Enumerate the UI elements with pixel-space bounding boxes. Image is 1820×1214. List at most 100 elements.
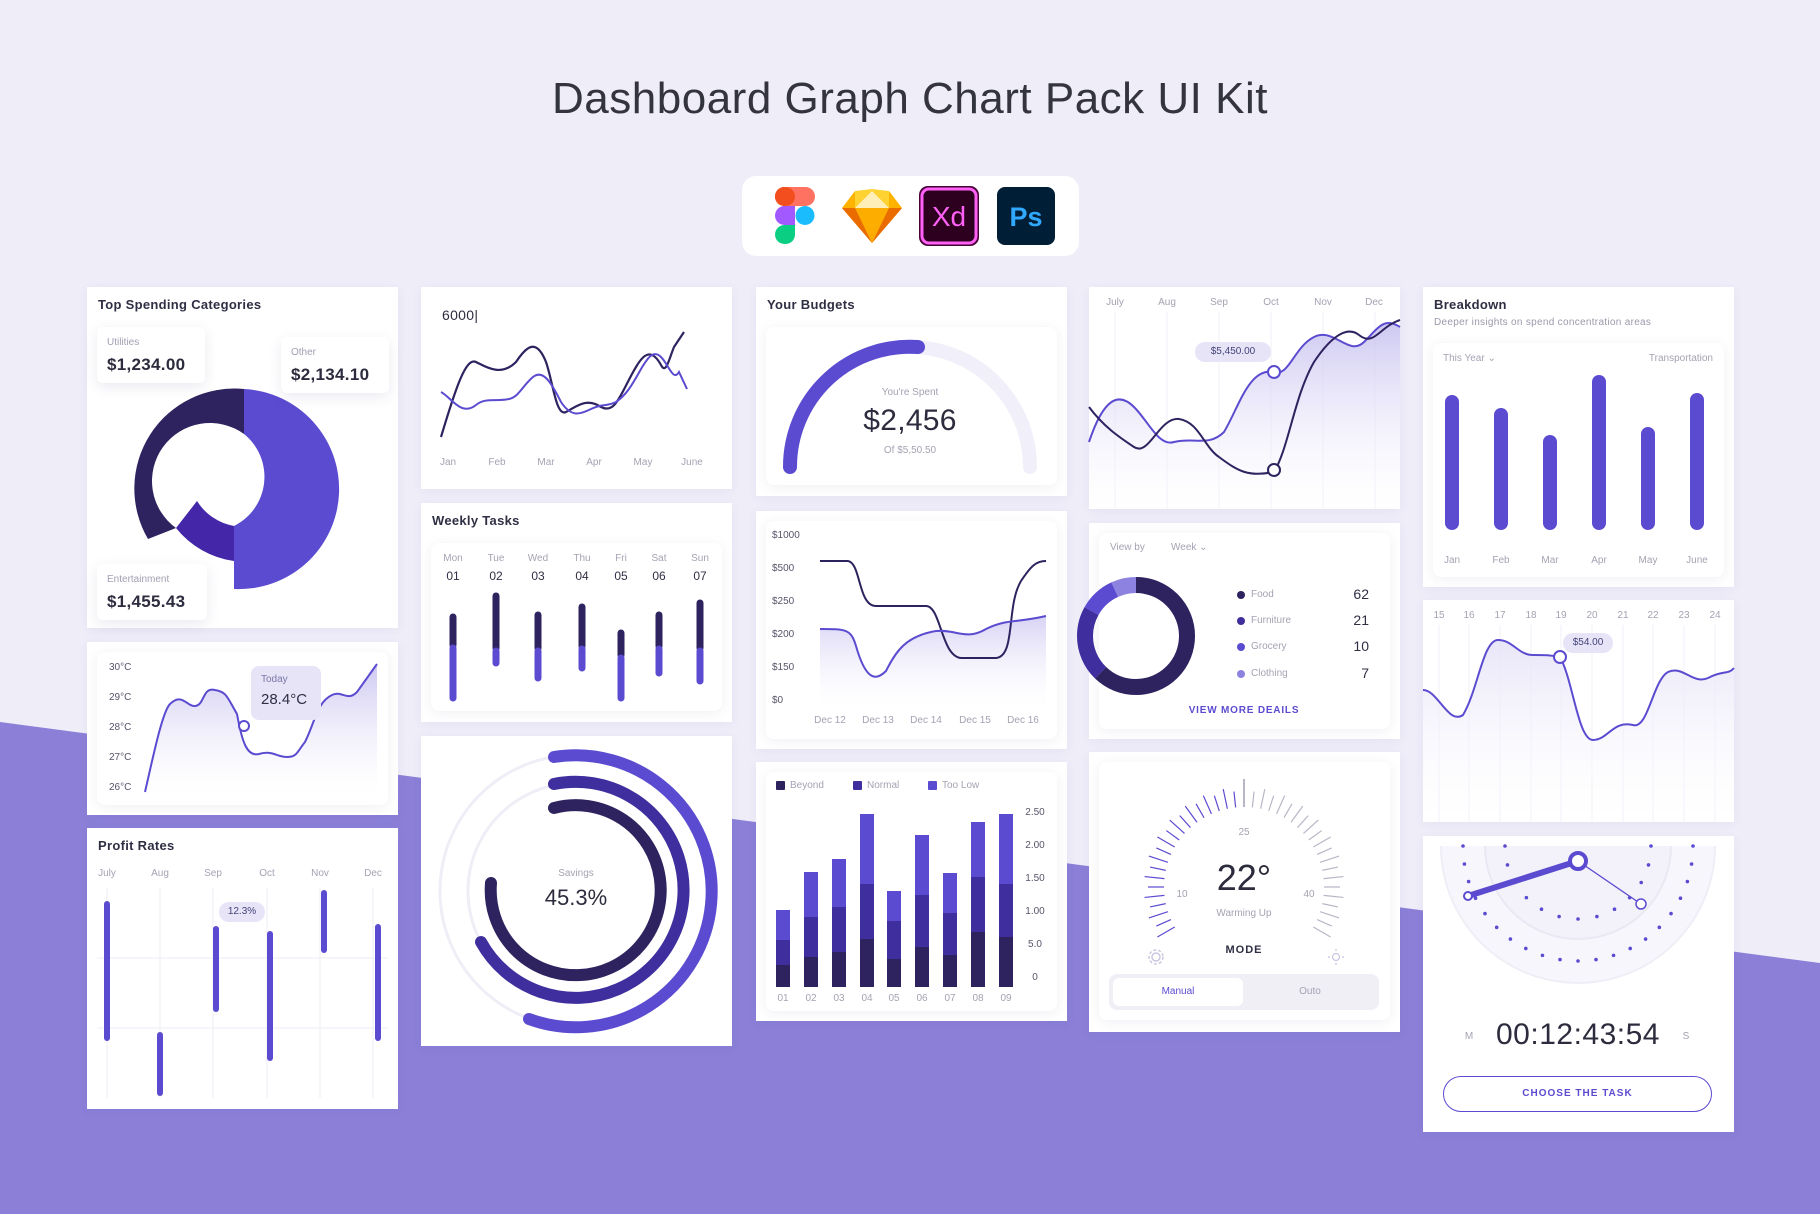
utilities-value: $1,234.00 bbox=[107, 355, 186, 374]
other-value: $2,134.10 bbox=[291, 365, 370, 384]
donut-slice-dark bbox=[134, 388, 244, 539]
spending-donut bbox=[134, 388, 340, 590]
thermostat-tick bbox=[1319, 855, 1340, 863]
legend-dot-clothing bbox=[1237, 670, 1245, 678]
thermostat-tick bbox=[1149, 866, 1166, 871]
stacked-ytick: 2.00 bbox=[1025, 840, 1045, 851]
thermostat-tick bbox=[1157, 926, 1176, 938]
timer-dot bbox=[1505, 863, 1510, 867]
weekday-date: 07 bbox=[693, 569, 707, 583]
utilities-bubble: Utilities $1,234.00 bbox=[97, 327, 205, 383]
breakdown-bar bbox=[1641, 427, 1655, 530]
thermostat-tick bbox=[1323, 894, 1344, 899]
timer-hand-thin bbox=[1577, 860, 1642, 905]
view-more-link[interactable]: VIEW MORE DEAILS bbox=[1188, 705, 1300, 716]
thermostat-tick bbox=[1157, 836, 1176, 848]
stacked-ytick: 0 bbox=[1032, 972, 1038, 983]
timer-dot bbox=[1523, 946, 1528, 951]
choose-task-button[interactable]: CHOOSE THE TASK bbox=[1443, 1076, 1712, 1112]
weekly-title: Weekly Tasks bbox=[432, 513, 520, 528]
legend-label: Food bbox=[1251, 589, 1274, 600]
viewby-donut bbox=[1077, 577, 1245, 695]
timer-dot bbox=[1483, 911, 1487, 916]
timer-dot bbox=[1611, 953, 1616, 958]
breakdown-subtitle: Deeper insights on spend concentration a… bbox=[1434, 317, 1652, 328]
profit-tooltip: 12.3% bbox=[219, 902, 265, 922]
thermostat-value: 22° bbox=[1216, 857, 1272, 898]
sun-icon bbox=[1328, 949, 1344, 965]
mode-manual-button[interactable]: Manual bbox=[1113, 978, 1243, 1006]
weekly-bars bbox=[449, 592, 704, 702]
month-tick: Dec bbox=[364, 868, 382, 879]
breakdown-bar bbox=[1543, 435, 1557, 530]
today-value: 28.4°C bbox=[261, 691, 308, 708]
line-6000-series-1 bbox=[439, 331, 685, 438]
thermostat-tick bbox=[1316, 847, 1332, 856]
weekday-label: Sat bbox=[651, 553, 667, 564]
breakdown-filter[interactable]: This Year ⌄ bbox=[1443, 353, 1496, 364]
profit-range-bars bbox=[104, 890, 381, 1096]
thermostat-tick bbox=[1148, 911, 1169, 919]
money-ytick: $250 bbox=[772, 596, 795, 607]
month-tick: May bbox=[1638, 555, 1658, 566]
days-line-fill bbox=[1423, 640, 1734, 822]
timer-hand-tip bbox=[1463, 891, 1473, 901]
stacked-xtick: 06 bbox=[916, 993, 928, 1004]
area-top-marker-upper bbox=[1267, 365, 1281, 379]
line-6000-label: 6000| bbox=[442, 307, 479, 323]
spent-value: $2,456 bbox=[863, 404, 957, 437]
area-top-chart bbox=[1088, 312, 1401, 509]
other-bubble: Other $2,134.10 bbox=[281, 337, 389, 393]
stacked-xtick: 05 bbox=[888, 993, 900, 1004]
budgets-gauge bbox=[782, 339, 1037, 474]
temperature-ytick: 27°C bbox=[109, 752, 132, 763]
month-tick: Dec bbox=[1365, 297, 1383, 308]
days-line-tooltip: $54.00 bbox=[1563, 633, 1613, 653]
days-line-series bbox=[1422, 638, 1735, 742]
thermostat-tick bbox=[1251, 791, 1255, 808]
xd-icon: Xd bbox=[919, 186, 980, 246]
timer-dot bbox=[1685, 879, 1690, 884]
day-tick: 16 bbox=[1463, 610, 1475, 621]
breakdown-bars bbox=[1445, 375, 1704, 530]
thermostat-card: 25 10 40 22° Warming Up MODE Manual Outo bbox=[1089, 752, 1400, 1032]
month-tick: Apr bbox=[586, 457, 602, 468]
legend-label: Grocery bbox=[1251, 641, 1287, 652]
stacked-bar-group bbox=[776, 814, 1013, 987]
month-tick: Aug bbox=[151, 868, 169, 879]
budget-gauge-fill bbox=[782, 339, 925, 474]
weekday-date: 06 bbox=[652, 569, 666, 583]
day-tick: 19 bbox=[1555, 610, 1567, 621]
weekday-date: 01 bbox=[446, 569, 460, 583]
area-top-card: July Aug Sep Oct Nov Dec $5,450.00 bbox=[1088, 287, 1401, 509]
thermostat-status: Warming Up bbox=[1216, 908, 1272, 919]
money-line-series-2 bbox=[819, 615, 1047, 678]
timer-dot bbox=[1539, 907, 1544, 912]
timer-dot bbox=[1503, 844, 1507, 848]
tool-icons: Xd Ps bbox=[742, 176, 1079, 256]
temperature-ytick: 26°C bbox=[109, 782, 132, 793]
viewby-period[interactable]: Week ⌄ bbox=[1171, 542, 1208, 553]
timer-dot bbox=[1628, 946, 1633, 951]
figma-icon bbox=[765, 186, 825, 246]
spending-title: Top Spending Categories bbox=[98, 297, 262, 312]
month-tick: Jan bbox=[439, 457, 457, 468]
weekday-label: Thu bbox=[573, 553, 591, 564]
breakdown-category: Transportation bbox=[1648, 353, 1713, 364]
spent-label: You're Spent bbox=[881, 387, 939, 398]
thermostat-tick bbox=[1144, 875, 1165, 880]
timer-dot bbox=[1689, 862, 1694, 866]
thermostat-tick bbox=[1297, 815, 1309, 828]
thermostat-tick bbox=[1195, 803, 1205, 819]
entertainment-label: Entertainment bbox=[107, 574, 170, 585]
timer-hand-pivot bbox=[1568, 851, 1588, 871]
day-tick: 20 bbox=[1586, 610, 1598, 621]
other-label: Other bbox=[291, 347, 317, 358]
stacked-xtick: 08 bbox=[972, 993, 984, 1004]
line-6000-card: 6000| Jan Feb Mar Apr May June bbox=[421, 287, 732, 489]
mode-auto-button[interactable]: Outo bbox=[1299, 986, 1321, 997]
weekday-label: Mon bbox=[443, 553, 463, 564]
thermostat-tick bbox=[1323, 875, 1344, 880]
timer-dots bbox=[1461, 844, 1695, 963]
money-xtick: Dec 13 bbox=[862, 715, 894, 726]
